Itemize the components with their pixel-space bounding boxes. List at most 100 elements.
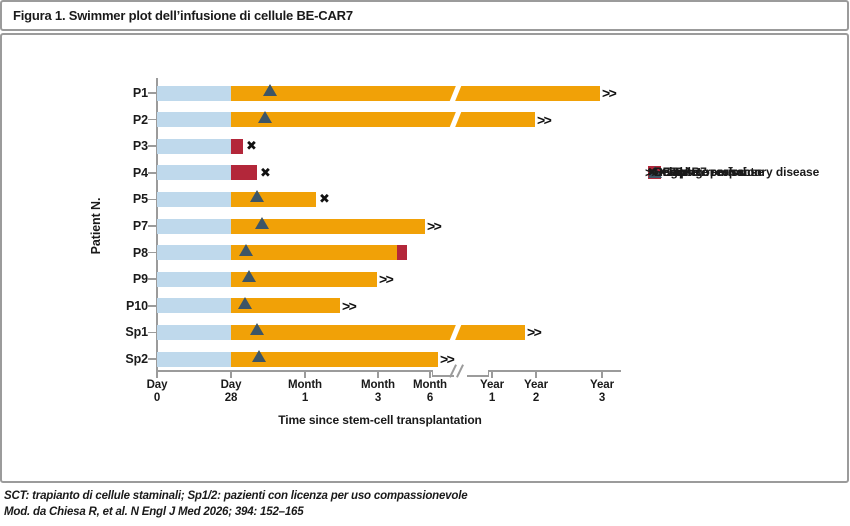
- sct-triangle-icon: [255, 217, 269, 229]
- y-tick: [148, 198, 156, 201]
- x-axis-break-slash: [456, 364, 464, 378]
- legend-label: BE-CAR7 period: [654, 165, 746, 180]
- patient-label: P4: [132, 165, 148, 180]
- patient-label: P5: [132, 192, 148, 207]
- x-tick: [377, 371, 379, 378]
- x-tick-label: Year 2: [524, 379, 548, 404]
- be-car7-bar: [157, 245, 231, 261]
- sct-triangle-icon: [238, 296, 252, 309]
- y-tick: [148, 331, 156, 334]
- sct-triangle-icon: [250, 190, 264, 203]
- x-tick: [491, 371, 493, 378]
- x-tick-label: Year 3: [590, 379, 614, 404]
- be-car7-bar: [157, 191, 231, 207]
- y-tick: [148, 92, 156, 94]
- x-axis-line: [488, 370, 621, 372]
- complete-response-bar: [231, 351, 438, 367]
- sct-triangle-icon: [263, 84, 277, 96]
- patient-label: P2: [132, 112, 148, 127]
- relapse-bar: [397, 245, 407, 261]
- x-tick-label: Month 1: [288, 379, 322, 404]
- be-car7-bar: [157, 324, 231, 340]
- y-axis-line: [156, 78, 158, 372]
- be-car7-bar: [157, 271, 231, 287]
- legend-label: Relapse or refractory disease: [654, 165, 820, 180]
- complete-response-bar: [231, 218, 425, 234]
- x-axis-line: [157, 370, 433, 372]
- x-tick-label: Day 0: [146, 379, 168, 404]
- patient-label: P8: [132, 245, 148, 260]
- ongoing-remission-icon: >>: [342, 297, 357, 314]
- figure-title: Figura 1. Swimmer plot dell’infusione di…: [13, 8, 353, 23]
- y-tick: [148, 145, 156, 147]
- death-icon: ✖: [246, 138, 257, 154]
- x-tick: [230, 371, 232, 378]
- x-tick: [304, 371, 306, 378]
- figure-title-box: [0, 0, 849, 31]
- relapse-bar: [231, 165, 257, 181]
- legend-label: Complete response: [654, 165, 764, 180]
- complete-response-bar: [231, 85, 600, 101]
- x-tick: [429, 371, 431, 378]
- x-axis-break-jog: [487, 370, 490, 377]
- sct-triangle-icon: [250, 323, 264, 336]
- be-car7-bar: [157, 85, 231, 101]
- y-tick: [148, 225, 156, 227]
- patient-label: P1: [132, 86, 148, 100]
- sct-triangle-icon: [258, 110, 272, 123]
- y-tick: [148, 358, 156, 360]
- be-car7-bar: [157, 112, 231, 128]
- sct-triangle-icon: [242, 270, 256, 283]
- ongoing-remission-icon: >>: [427, 218, 442, 234]
- patient-label: P9: [132, 272, 148, 287]
- complete-response-bar: [231, 298, 340, 314]
- x-tick-label: Year 1: [480, 379, 504, 404]
- y-tick: [148, 278, 156, 280]
- be-car7-bar: [157, 351, 231, 367]
- death-icon: ✖: [260, 164, 271, 180]
- footnote-source: Mod. da Chiesa R, et al. N Engl J Med 20…: [4, 506, 304, 518]
- x-tick-label: Month 6: [413, 379, 447, 404]
- x-tick: [535, 371, 537, 378]
- x-tick-label: Month 3: [361, 379, 395, 404]
- legend-label: Ongoing remission: [654, 165, 762, 180]
- x-tick: [601, 371, 603, 378]
- y-axis-title: Patient N.: [89, 197, 103, 255]
- chart-area-box: [0, 33, 849, 483]
- x-axis-break-low: [467, 375, 489, 377]
- complete-response-bar: [231, 191, 316, 207]
- x-tick-label: Day 28: [220, 379, 242, 404]
- patient-label: P7: [132, 219, 148, 233]
- footnote-abbreviations: SCT: trapianto di cellule staminali; Sp1…: [4, 490, 468, 502]
- be-car7-bar: [157, 165, 231, 181]
- ongoing-remission-icon: >>: [440, 351, 455, 367]
- x-axis-title: Time since stem-cell transplantation: [278, 413, 482, 427]
- be-car7-bar: [157, 298, 231, 314]
- ongoing-remission-icon: >>: [379, 271, 394, 288]
- complete-response-bar: [231, 324, 525, 340]
- be-car7-bar: [157, 218, 231, 234]
- y-tick: [148, 172, 156, 174]
- patient-label: Sp2: [125, 352, 148, 366]
- ongoing-remission-icon: >>: [527, 324, 542, 341]
- ongoing-remission-icon: >>: [537, 111, 552, 128]
- x-axis-break-low: [431, 375, 454, 377]
- be-car7-bar: [157, 138, 231, 154]
- x-axis-break-jog: [431, 370, 434, 377]
- sct-triangle-icon: [252, 350, 266, 362]
- patient-label: Sp1: [125, 325, 148, 340]
- relapse-bar: [231, 138, 243, 154]
- complete-response-bar: [231, 245, 397, 261]
- patient-label: P3: [132, 139, 148, 154]
- y-tick: [148, 305, 156, 307]
- sct-triangle-icon: [239, 243, 253, 256]
- death-icon: ✖: [319, 191, 330, 207]
- complete-response-bar: [231, 271, 377, 287]
- legend-label: SCT: [654, 165, 678, 180]
- y-tick: [148, 251, 156, 254]
- complete-response-bar: [231, 112, 535, 128]
- patient-label: P10: [126, 298, 148, 313]
- y-tick: [148, 118, 156, 121]
